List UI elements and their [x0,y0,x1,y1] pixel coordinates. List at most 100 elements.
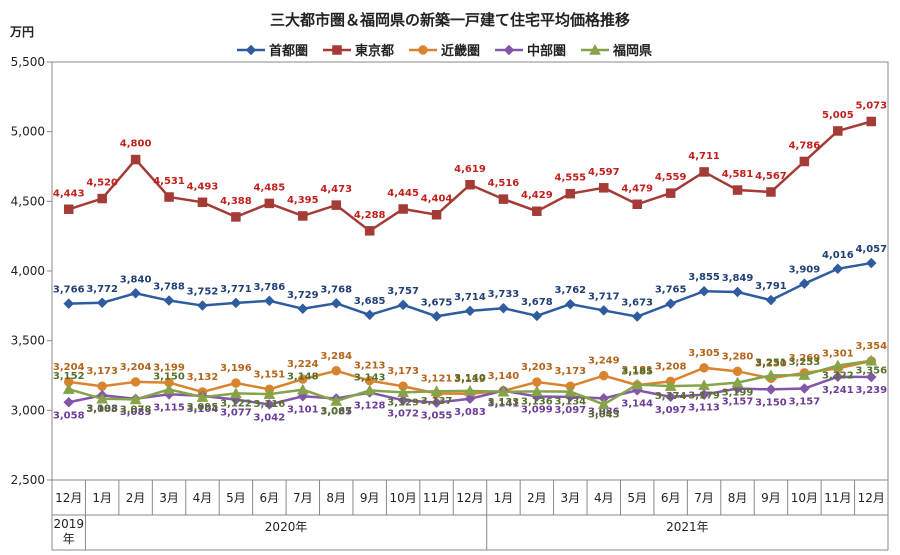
legend-label: 東京都 [355,43,394,59]
year-label: 2020年 [265,520,308,534]
data-point [397,386,410,398]
x-tick-label: 11月 [824,491,851,505]
data-point [296,383,309,395]
data-label: 4,445 [387,188,419,199]
data-point [832,263,844,275]
data-point [63,396,75,408]
data-label: 3,140 [488,371,520,382]
x-tick-label: 8月 [728,491,748,505]
data-label: 3,104 [187,404,219,415]
data-point [665,391,676,403]
data-point [231,212,241,222]
data-point [331,366,341,376]
data-label: 3,788 [153,282,185,293]
data-point [196,391,209,402]
data-label: 3,101 [287,404,319,415]
data-label: 3,148 [287,372,319,383]
data-point [597,398,610,410]
data-label: 3,132 [187,372,219,383]
data-label: 4,485 [254,182,286,193]
data-label: 3,241 [822,385,854,396]
data-label: 3,151 [254,369,286,380]
data-label: 3,174 [655,391,687,402]
legend-marker [332,45,342,55]
data-label: 4,597 [588,167,620,178]
y-axis-unit: 万円 [9,25,34,39]
data-label: 3,140 [454,373,486,384]
data-point [464,384,476,396]
data-point [598,305,610,316]
x-tick-label: 11月 [423,491,450,505]
data-label: 3,766 [53,285,85,296]
data-point [866,116,877,127]
legend-marker [245,44,257,56]
data-point [164,192,174,202]
x-axis-table: 12月 1月 2月 3月 4月 5月 6月 7月 8月 9月 10月 11月 12月 1月 2月 3月 4月 5月… [51,480,889,551]
data-point [63,298,75,309]
x-tick-label: 1月 [92,491,112,505]
data-point [798,369,811,380]
data-label: 3,685 [354,296,386,307]
x-tick-label: 3月 [560,491,580,505]
data-label: 3,204 [120,362,152,373]
data-label: 3,058 [53,410,85,421]
data-label: 3,791 [755,281,787,292]
data-label: 3,150 [153,371,185,382]
legend-marker [589,43,601,55]
data-point [498,194,509,204]
data-label: 3,208 [655,361,687,372]
data-point [699,363,709,373]
data-point [799,156,810,167]
data-point [564,385,577,397]
x-tick-label: 6月 [260,491,280,505]
data-label: 5,005 [822,110,854,121]
data-label: 4,559 [655,172,687,183]
data-point [698,389,710,400]
x-tick-label: 10月 [389,491,416,505]
data-point [765,294,777,306]
data-point [631,378,644,390]
legend-label: 福岡県 [612,43,652,59]
data-point [698,285,710,297]
data-point [865,257,877,269]
data-point [130,154,141,165]
x-tick-label: 5月 [627,491,647,505]
data-point [331,200,341,210]
data-point [564,298,576,310]
data-point [765,384,777,395]
data-label: 4,404 [421,194,453,205]
legend-item: 中部圏 [495,43,566,59]
data-point [833,126,843,136]
data-label: 3,673 [621,298,653,309]
data-point [699,167,709,177]
data-point [799,383,810,394]
data-point [264,198,275,209]
data-label: 4,516 [488,178,520,189]
data-label: 3,305 [688,348,720,359]
data-label: 3,181 [621,365,653,376]
data-point [732,366,743,377]
data-label: 3,055 [421,411,453,422]
data-point [665,188,676,198]
data-label: 3,157 [789,396,821,407]
data-point [129,393,142,405]
data-point [97,193,107,204]
data-point [431,310,442,322]
data-point [465,180,475,190]
data-label: 3,077 [220,408,252,419]
x-tick-label: 8月 [326,491,346,505]
data-point [96,297,108,309]
data-label: 3,157 [722,396,754,407]
data-point [498,302,509,314]
data-point [62,383,75,394]
data-point [63,204,74,215]
x-tick-label: 2月 [527,491,547,505]
x-tick-label: 4月 [594,491,614,505]
year-label: 2019 年 [53,517,84,546]
data-label: 4,479 [621,183,653,194]
data-label: 3,141 [488,399,520,410]
data-point [397,394,409,406]
